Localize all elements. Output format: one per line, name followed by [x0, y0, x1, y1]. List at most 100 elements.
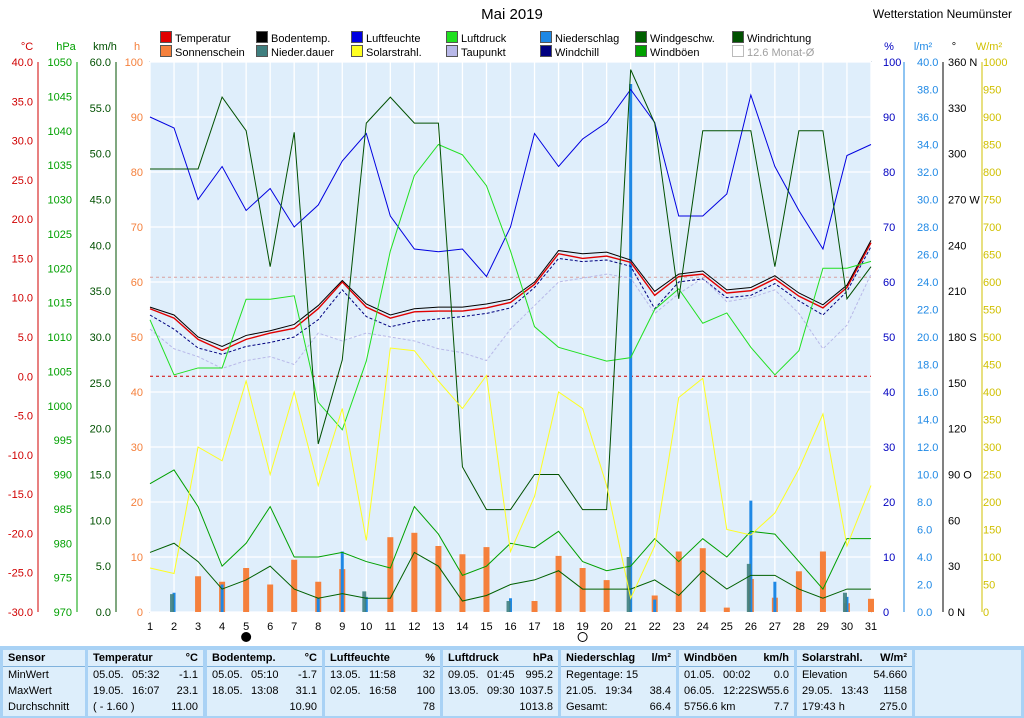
x-tick-label: 14	[456, 621, 468, 633]
legend-item-windboeen[interactable]: Windböen	[635, 45, 700, 59]
axis-tick-label-wm2: 50	[983, 580, 995, 592]
axis-tick-label-temp: 25.0	[12, 175, 33, 187]
bar-sonnenschein	[795, 571, 802, 612]
axis-tick-label-hpa: 990	[54, 470, 72, 482]
stats-row: 05.05. 05:32 -1.1	[93, 669, 198, 681]
legend-item-bodentemp[interactable]: Bodentemp.	[256, 31, 330, 45]
axis-tick-label-lm2: 24.0	[917, 277, 938, 289]
axis-tick-label-deg: 150	[948, 378, 966, 390]
axis-tick-label-lm2: 26.0	[917, 250, 938, 262]
bar-niederschlag	[653, 599, 657, 612]
legend-item-windrichtung[interactable]: Windrichtung	[732, 31, 811, 45]
axis-tick-label-kmh: 50.0	[90, 149, 111, 161]
axis-tick-label-hpa: 1015	[48, 298, 72, 310]
legend-item-temperatur[interactable]: Temperatur	[160, 31, 231, 45]
chart-title: Mai 2019	[481, 6, 543, 23]
axis-tick-label-wm2: 550	[983, 305, 1001, 317]
bar-niederdauer	[506, 601, 511, 612]
axis-tick-label-h: 40	[131, 387, 143, 399]
axis-tick-label-lm2: 10.0	[917, 470, 938, 482]
axis-tick-label-kmh: 5.0	[96, 561, 111, 573]
axis-tick-label-kmh: 0.0	[96, 607, 111, 619]
x-tick-label: 20	[601, 621, 613, 633]
x-tick-label: 17	[528, 621, 540, 633]
stats-row: Gesamt: 66.4	[566, 701, 671, 713]
axis-tick-label-temp: -5.0	[14, 411, 33, 423]
legend-item-taupunkt[interactable]: Taupunkt	[446, 45, 506, 59]
x-tick-label: 13	[432, 621, 444, 633]
legend-item-luftdruck[interactable]: Luftdruck	[446, 31, 506, 45]
axis-tick-label-pct: 20	[883, 497, 895, 509]
x-tick-label: 21	[625, 621, 637, 633]
axis-tick-label-deg: 240	[948, 240, 966, 252]
x-tick-label: 28	[793, 621, 805, 633]
axis-tick-label-h: 20	[131, 497, 143, 509]
stats-header: Sensor	[3, 650, 85, 667]
stats-row: 78	[422, 701, 435, 713]
legend-item-niederdauer[interactable]: Nieder.dauer	[256, 45, 334, 59]
axis-tick-label-kmh: 10.0	[90, 515, 111, 527]
x-tick-label: 1	[147, 621, 153, 633]
axis-tick-label-pct: 80	[883, 167, 895, 179]
axis-tick-label-lm2: 12.0	[917, 442, 938, 454]
axis-tick-label-hpa: 1010	[48, 332, 72, 344]
series-line-windben	[149, 469, 871, 590]
stats-row: 1013.8	[519, 701, 553, 713]
axis-tick-label-wm2: 500	[983, 332, 1001, 344]
axis-tick-label-h: 60	[131, 277, 143, 289]
stats-column-niederschlag: Niederschlag l/m² Regentage: 15 21.05. 19:34…	[561, 650, 676, 716]
axis-tick-label-hpa: 1030	[48, 195, 72, 207]
bar-niederschlag	[773, 581, 777, 612]
legend-item-niederschlag[interactable]: Niederschlag	[540, 31, 619, 45]
axis-tick-label-wm2: 600	[983, 277, 1001, 289]
series-line-temperatur	[149, 242, 872, 352]
axis-unit-hpa: hPa	[56, 41, 76, 53]
stats-row: Elevation 54.660	[802, 669, 907, 681]
axis-tick-label-pct: 90	[883, 112, 895, 124]
axis-tick-label-lm2: 36.0	[917, 112, 938, 124]
stats-empty-column	[915, 650, 1021, 716]
legend-item-sonnenschein[interactable]: Sonnenschein	[160, 45, 245, 59]
stats-row: 5756.6 km 7.7	[684, 701, 789, 713]
bar-niederschlag	[220, 584, 224, 612]
legend-item-windgeschw[interactable]: Windgeschw.	[635, 31, 715, 45]
axis-unit-wm2: W/m²	[976, 41, 1003, 53]
x-tick-label: 19	[576, 621, 588, 633]
moon-phase-full-icon	[577, 632, 588, 642]
bar-sonnenschein	[699, 548, 706, 612]
axis-tick-label-wm2: 900	[983, 112, 1001, 124]
stats-column-solarstrahl: Solarstrahl. W/m² Elevation 54.660 29.05. 13:…	[797, 650, 912, 716]
axis-tick-label-wm2: 400	[983, 387, 1001, 399]
axis-tick-label-temp: -20.0	[8, 528, 33, 540]
axis-tick-label-wm2: 950	[983, 85, 1001, 97]
legend-item-windchill[interactable]: Windchill	[540, 45, 599, 59]
stats-sensor-column: Sensor MinWert MaxWert Durchschnitt	[3, 650, 85, 716]
axis-tick-label-pct: 50	[883, 332, 895, 344]
axis-tick-label-pct: 30	[883, 442, 895, 454]
bar-niederdauer	[626, 557, 631, 612]
legend-item-monatsmittel[interactable]: 12.6 Monat-Ø	[732, 45, 814, 59]
x-tick-label: 10	[360, 621, 372, 633]
axis-tick-label-lm2: 8.0	[917, 497, 932, 509]
axis-tick-label-hpa: 1050	[48, 57, 72, 69]
axis-tick-label-wm2: 700	[983, 222, 1001, 234]
axis-tick-label-hpa: 1020	[48, 263, 72, 275]
x-tick-label: 16	[504, 621, 516, 633]
legend-item-luftfeuchte[interactable]: Luftfeuchte	[351, 31, 420, 45]
x-tick-label: 29	[817, 621, 829, 633]
stats-row: 06.05. 12:22SW 55.6	[684, 685, 789, 697]
x-tick-label: 5	[243, 621, 249, 633]
bar-sonnenschein	[555, 555, 562, 612]
axis-tick-label-temp: 40.0	[12, 57, 33, 69]
axis-tick-label-kmh: 30.0	[90, 332, 111, 344]
bar-sonnenschein	[868, 598, 874, 612]
legend-checkbox[interactable]	[732, 45, 744, 57]
axis-tick-label-kmh: 55.0	[90, 103, 111, 115]
stats-row: 21.05. 19:34 38.4	[566, 685, 671, 697]
bar-sonnenschein	[483, 547, 490, 612]
bar-sonnenschein	[723, 607, 730, 612]
axis-tick-label-lm2: 22.0	[917, 305, 938, 317]
bar-niederdauer	[746, 563, 751, 612]
legend-item-solarstrahl[interactable]: Solarstrahl.	[351, 45, 422, 59]
axis-tick-label-lm2: 30.0	[917, 195, 938, 207]
